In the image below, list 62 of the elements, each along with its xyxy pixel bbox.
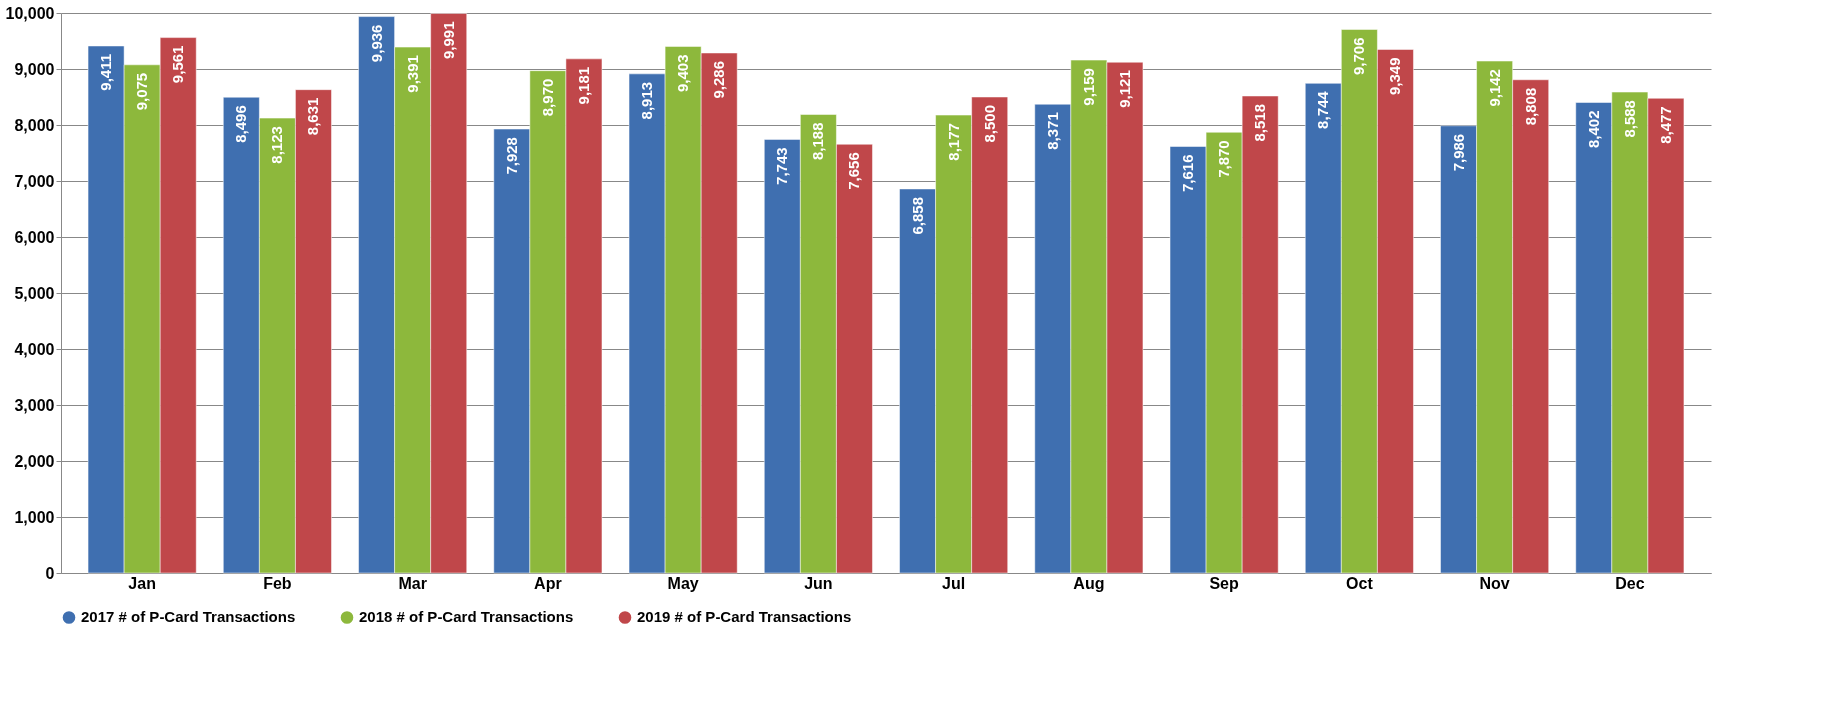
data-label: 7,986 [1449,133,1467,172]
data-label: 8,588 [1620,100,1638,138]
y-tick-label: 2,000 [14,452,55,470]
data-label: 8,477 [1656,106,1674,144]
data-label: 7,743 [773,147,791,185]
legend-label: 2017 # of P-Card Transactions [81,608,296,626]
data-label: 9,403 [674,54,692,92]
data-label: 9,075 [133,72,151,111]
x-tick-label: Jan [128,574,156,592]
x-tick-label: Feb [263,574,292,592]
data-label: 9,561 [169,45,187,84]
x-tick-label: Mar [398,574,427,592]
data-label: 8,123 [268,126,286,164]
x-tick-label: Jun [804,574,833,592]
y-tick-label: 5,000 [14,284,55,302]
y-tick-label: 3,000 [14,396,55,414]
data-label: 9,159 [1079,68,1097,106]
y-tick-label: 8,000 [14,116,55,134]
data-label: 8,913 [638,81,656,120]
data-label: 9,391 [403,55,421,93]
y-tick-label: 6,000 [14,228,55,246]
data-label: 9,411 [97,53,115,91]
data-label: 7,870 [1215,140,1233,178]
data-label: 7,928 [502,137,520,175]
y-tick-label: 4,000 [14,340,55,358]
y-tick-label: 1,000 [14,508,55,526]
data-label: 8,500 [980,105,998,143]
data-label: 8,518 [1251,103,1269,142]
data-label: 9,991 [439,21,457,60]
data-label: 9,181 [574,66,592,105]
data-label: 9,142 [1485,69,1503,107]
data-label: 9,121 [1115,70,1133,108]
y-tick-label: 7,000 [14,172,55,190]
data-label: 8,970 [538,78,556,117]
data-label: 9,286 [710,60,728,99]
data-label: 9,349 [1386,57,1404,95]
data-label: 8,808 [1521,87,1539,126]
data-label: 9,706 [1350,37,1368,76]
x-tick-label: May [667,574,699,592]
x-tick-label: Jul [942,574,966,592]
x-tick-label: Aug [1073,574,1105,592]
data-label: 7,616 [1179,154,1197,193]
data-label: 8,631 [304,97,322,136]
legend-label: 2018 # of P-Card Transactions [359,608,574,626]
y-tick-label: 0 [45,564,55,582]
data-label: 8,744 [1314,90,1332,129]
data-label: 7,656 [845,152,863,190]
x-tick-label: Dec [1615,574,1645,592]
x-tick-label: Sep [1209,574,1240,592]
data-label: 8,371 [1043,112,1061,150]
data-label: 8,402 [1584,110,1602,149]
data-label: 8,496 [232,105,250,143]
x-tick-label: Oct [1346,574,1374,592]
x-tick-label: Nov [1479,574,1510,592]
legend-label: 2019 # of P-Card Transactions [637,608,852,626]
data-label: 9,936 [367,24,385,63]
data-label: 8,188 [809,122,827,161]
x-tick-label: Apr [534,574,562,592]
data-label: 6,858 [908,196,926,235]
y-tick-label: 10,000 [5,4,55,22]
y-tick-label: 9,000 [14,60,55,78]
data-label: 8,177 [944,123,962,161]
